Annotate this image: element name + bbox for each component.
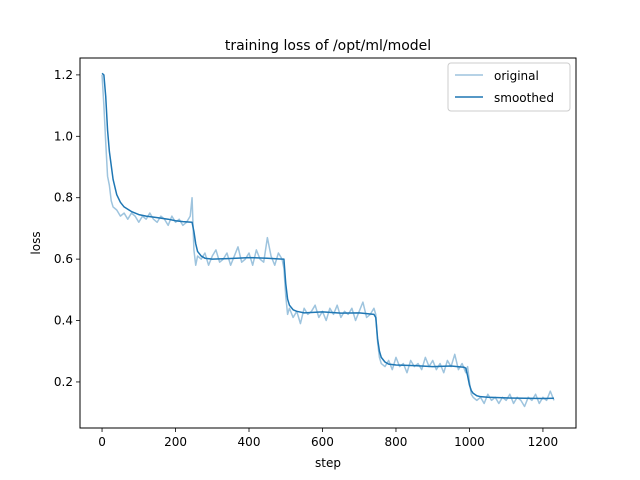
series-line-original — [101, 74, 555, 408]
legend-label-original: original — [494, 69, 539, 83]
x-tick-label: 600 — [311, 435, 334, 449]
legend: original smoothed — [447, 62, 571, 112]
x-axis: 0 200 400 600 800 1000 1200 — [98, 428, 558, 449]
y-axis: 0.2 0.4 0.6 0.8 1.0 1.2 — [54, 68, 80, 389]
legend-label-smoothed: smoothed — [494, 91, 554, 105]
chart-title: training loss of /opt/ml/model — [225, 38, 431, 54]
x-tick-label: 1000 — [454, 435, 485, 449]
plot-series — [101, 72, 555, 408]
plot-frame — [79, 57, 577, 429]
y-axis-label: loss — [29, 231, 43, 254]
y-tick-label: 0.2 — [54, 375, 73, 389]
x-tick-label: 1200 — [528, 435, 559, 449]
series-line-smoothed — [101, 72, 554, 400]
y-tick-label: 1.2 — [54, 68, 73, 82]
x-tick-label: 800 — [385, 435, 408, 449]
y-tick-label: 0.4 — [54, 314, 73, 328]
y-tick-label: 1.0 — [54, 129, 73, 143]
x-tick-label: 400 — [238, 435, 261, 449]
x-tick-label: 200 — [164, 435, 187, 449]
y-tick-label: 0.8 — [54, 191, 73, 205]
x-axis-label: step — [315, 456, 341, 470]
y-tick-label: 0.6 — [54, 252, 73, 266]
x-tick-label: 0 — [98, 435, 106, 449]
